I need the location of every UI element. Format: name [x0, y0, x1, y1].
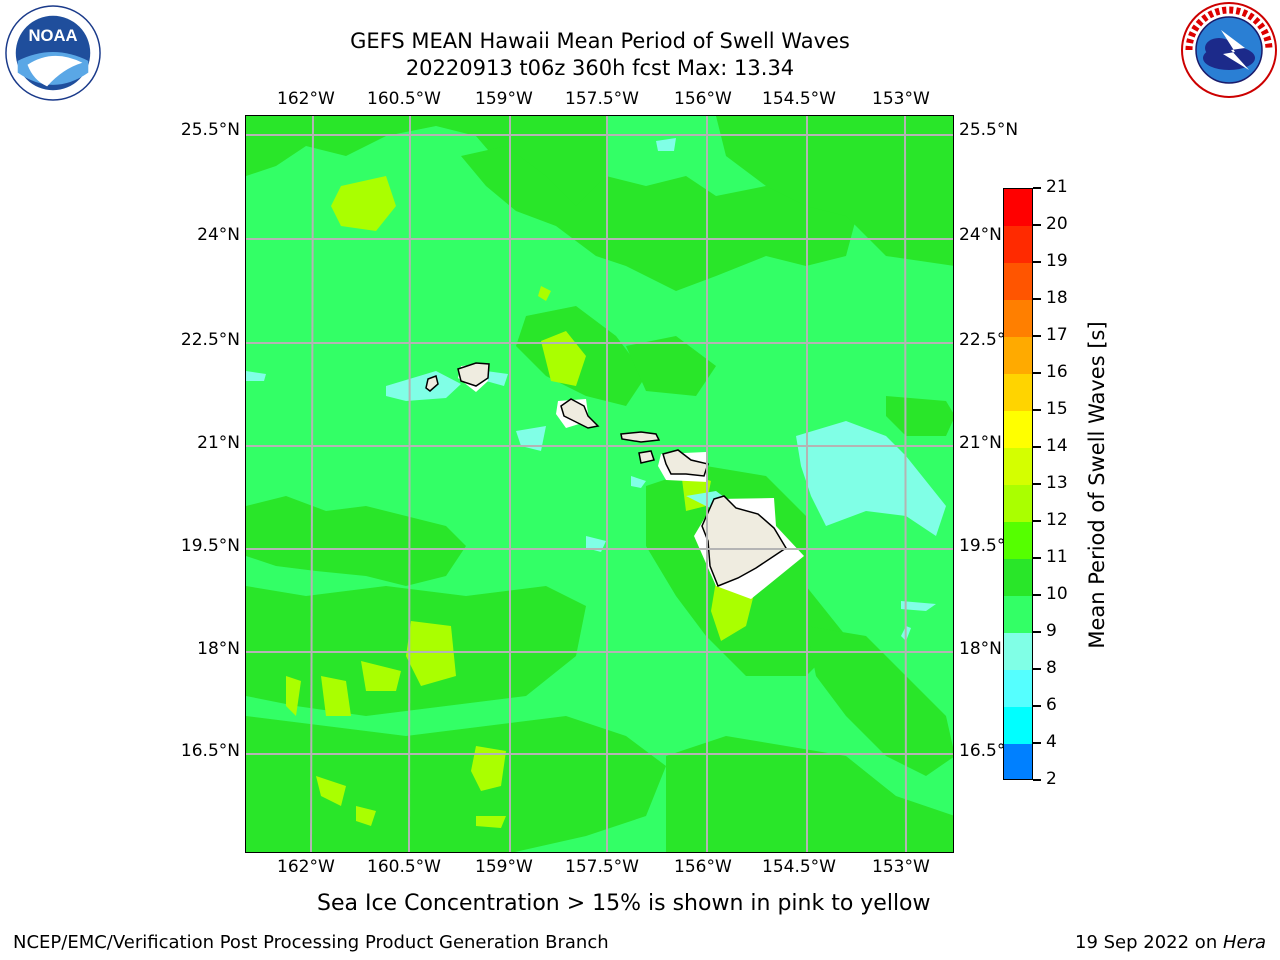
- colorbar-segment: [1004, 485, 1032, 523]
- lat-label-right: 25.5°N: [959, 120, 1019, 140]
- colorbar-segment: [1004, 670, 1032, 708]
- island-kauai: [457, 362, 490, 387]
- footer-date: 19 Sep 2022 on Hera: [1075, 932, 1266, 953]
- lat-label-right: 18°N: [959, 639, 1002, 659]
- colorbar-tick: [1033, 409, 1041, 411]
- colorbar-segment: [1004, 707, 1032, 745]
- noaa-logo: NOAA: [5, 5, 101, 101]
- chart-subtitle: 20220913 t06z 360h fcst Max: 13.34: [405, 56, 795, 80]
- lon-label-bottom: 162°W: [277, 857, 335, 877]
- colorbar-segment: [1004, 337, 1032, 375]
- svg-text:NOAA: NOAA: [28, 26, 77, 45]
- colorbar-tick: [1033, 520, 1041, 522]
- colorbar-tick-label: 10: [1046, 584, 1068, 604]
- colorbar-tick-label: 11: [1046, 547, 1068, 567]
- colorbar-tick: [1033, 298, 1041, 300]
- colorbar-tick-label: 17: [1046, 325, 1068, 345]
- period-12-13-regions: [286, 176, 756, 828]
- colorbar-tick-label: 16: [1046, 362, 1068, 382]
- sea-ice-note: Sea Ice Concentration > 15% is shown in …: [317, 891, 931, 916]
- colorbar-segment: [1004, 374, 1032, 412]
- lat-label-left: 21°N: [197, 433, 240, 453]
- island-lanai: [638, 450, 655, 464]
- colorbar-segment: [1004, 189, 1032, 227]
- island-oahu: [560, 398, 600, 429]
- colorbar-tick: [1033, 705, 1041, 707]
- colorbar-tick: [1033, 779, 1041, 781]
- colorbar-tick: [1033, 483, 1041, 485]
- lat-label-right: 21°N: [959, 433, 1002, 453]
- colorbar-tick: [1033, 742, 1041, 744]
- colorbar-tick-label: 21: [1046, 177, 1068, 197]
- colorbar-tick: [1033, 631, 1041, 633]
- colorbar-segment: [1004, 300, 1032, 338]
- nws-logo: [1181, 2, 1277, 98]
- lat-label-right: 24°N: [959, 225, 1002, 245]
- colorbar-segment: [1004, 411, 1032, 449]
- island-maui: [662, 449, 709, 477]
- lat-label-left: 16.5°N: [180, 741, 240, 761]
- colorbar-tick: [1033, 372, 1041, 374]
- lon-label-bottom: 156°W: [674, 857, 732, 877]
- colorbar-segment: [1004, 633, 1032, 671]
- colorbar-tick: [1033, 261, 1041, 263]
- lon-label-top: 153°W: [872, 89, 930, 109]
- lon-label-top: 159°W: [475, 89, 533, 109]
- colorbar-segment: [1004, 744, 1032, 779]
- colorbar-label: Mean Period of Swell Waves [s]: [1085, 321, 1109, 649]
- graticule: [246, 116, 953, 852]
- lat-label-left: 25.5°N: [180, 120, 240, 140]
- footer-date-text: 19 Sep 2022 on: [1075, 932, 1223, 953]
- period-11-12-regions: [246, 116, 953, 852]
- lon-label-top: 157.5°W: [565, 89, 639, 109]
- colorbar-segment: [1004, 226, 1032, 264]
- hawaiian-islands: [425, 362, 788, 587]
- colorbar-tick-label: 6: [1046, 695, 1057, 715]
- colorbar-tick: [1033, 557, 1041, 559]
- lat-label-left: 18°N: [197, 639, 240, 659]
- colorbar-tick-label: 12: [1046, 510, 1068, 530]
- chart-title: GEFS MEAN Hawaii Mean Period of Swell Wa…: [350, 29, 850, 53]
- colorbar-segment: [1004, 596, 1032, 634]
- colorbar-segment: [1004, 448, 1032, 486]
- colorbar: [1003, 188, 1033, 780]
- colorbar-tick-label: 9: [1046, 621, 1057, 641]
- colorbar-segment: [1004, 263, 1032, 301]
- colorbar-tick: [1033, 668, 1041, 670]
- colorbar-tick-label: 4: [1046, 732, 1057, 752]
- map-panel: [245, 115, 954, 853]
- footer-host: Hera: [1222, 932, 1266, 953]
- lon-label-bottom: 153°W: [872, 857, 930, 877]
- colorbar-tick-label: 2: [1046, 769, 1057, 789]
- island-molokai: [620, 431, 661, 443]
- colorbar-tick-label: 13: [1046, 473, 1068, 493]
- colorbar-tick: [1033, 335, 1041, 337]
- colorbar-tick: [1033, 446, 1041, 448]
- lon-label-bottom: 157.5°W: [565, 857, 639, 877]
- lon-label-top: 160.5°W: [367, 89, 441, 109]
- lat-label-left: 19.5°N: [180, 536, 240, 556]
- lat-label-left: 22.5°N: [180, 330, 240, 350]
- lon-label-top: 162°W: [277, 89, 335, 109]
- lat-label-left: 24°N: [197, 225, 240, 245]
- lon-label-bottom: 159°W: [475, 857, 533, 877]
- colorbar-tick-label: 14: [1046, 436, 1068, 456]
- lon-label-top: 154.5°W: [762, 89, 836, 109]
- footer-credit: NCEP/EMC/Verification Post Processing Pr…: [13, 932, 609, 953]
- colorbar-tick-label: 19: [1046, 251, 1068, 271]
- colorbar-tick-label: 8: [1046, 658, 1057, 678]
- colorbar-segment: [1004, 559, 1032, 597]
- island-niihau: [425, 375, 439, 392]
- lon-label-bottom: 160.5°W: [367, 857, 441, 877]
- colorbar-tick: [1033, 594, 1041, 596]
- colorbar-tick: [1033, 187, 1041, 189]
- colorbar-tick-label: 15: [1046, 399, 1068, 419]
- colorbar-segment: [1004, 522, 1032, 560]
- lon-label-top: 156°W: [674, 89, 732, 109]
- colorbar-tick-label: 18: [1046, 288, 1068, 308]
- colorbar-tick: [1033, 224, 1041, 226]
- swell-period-field: [246, 116, 953, 852]
- colorbar-tick-label: 20: [1046, 214, 1068, 234]
- lon-label-bottom: 154.5°W: [762, 857, 836, 877]
